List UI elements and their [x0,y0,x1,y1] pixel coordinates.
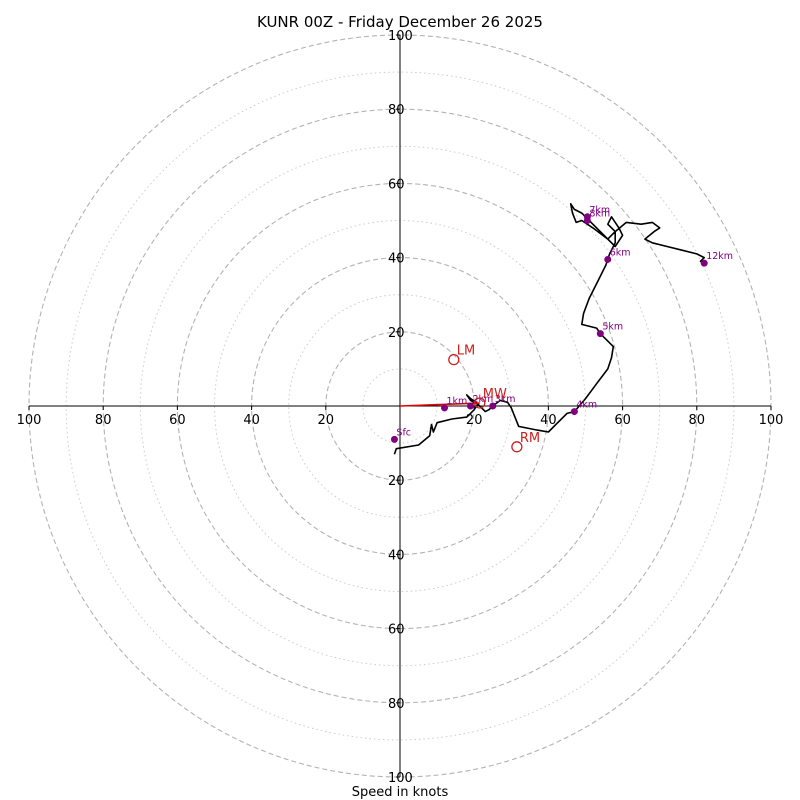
x-tick-label: 40 [243,413,260,428]
y-tick-label: 80 [388,697,405,712]
level-marker-8km [583,217,591,224]
x-tick-label: 20 [318,413,335,428]
x-tick-label: 60 [169,413,186,428]
hodograph-trace [393,203,706,455]
x-tick-label: 60 [614,413,631,428]
level-label-12km: 12km [706,251,733,262]
level-label-8km: 8km [589,209,610,220]
x-tick-label: 40 [540,413,557,428]
motion-label-RM: RM [520,431,540,446]
motion-marker-LM [448,353,460,366]
y-tick-label: 20 [388,474,405,489]
y-tick-label: 60 [388,623,405,638]
y-tick-label: 40 [388,548,405,563]
y-tick-label: 20 [388,326,405,341]
level-marker-4km [570,408,578,416]
level-label-3km: 3km [495,394,516,405]
x-axis-label: Speed in knots [352,785,449,800]
level-marker-1km [441,404,449,412]
level-label-4km: 4km [576,400,597,411]
level-label-Sfc: Sfc [396,427,411,438]
wind-trace-line [393,203,706,455]
motion-marker-RM [511,441,523,453]
motion-label-LM: LM [457,344,475,359]
level-marker-5km [596,330,604,338]
level-label-7km: 7km [589,205,610,216]
level-label-1km: 1km [447,396,468,407]
level-label-5km: 5km [602,322,623,333]
storm-motion-markers: LM MW RM [448,344,540,453]
motion-label-MW: MW [483,387,507,402]
x-tick-label: 100 [17,413,42,428]
x-tick-label: 80 [95,413,112,428]
y-tick-label: 60 [388,177,405,192]
x-tick-label: 80 [689,413,706,428]
y-tick-label: 40 [388,252,405,267]
level-marker-12km [700,259,708,267]
y-tick-label: 100 [388,29,413,44]
level-marker-Sfc [390,435,398,443]
level-label-6km: 6km [610,247,631,258]
y-tick-label: 100 [388,771,413,786]
level-marker-2km [466,402,474,410]
motion-marker-MW [474,397,486,409]
shear-vector-line [399,402,480,407]
y-tick-label: 80 [388,103,405,118]
x-tick-label: 100 [759,413,784,428]
x-tick-label: 20 [466,413,483,428]
level-marker-3km [489,402,497,410]
chart-title: KUNR 00Z - Friday December 26 2025 [257,13,543,31]
tick-labels: 100 80 60 40 20 20 40 60 80 100 100 80 60 40 20 20 40 60 8… [17,29,784,786]
level-marker-6km [604,255,612,263]
